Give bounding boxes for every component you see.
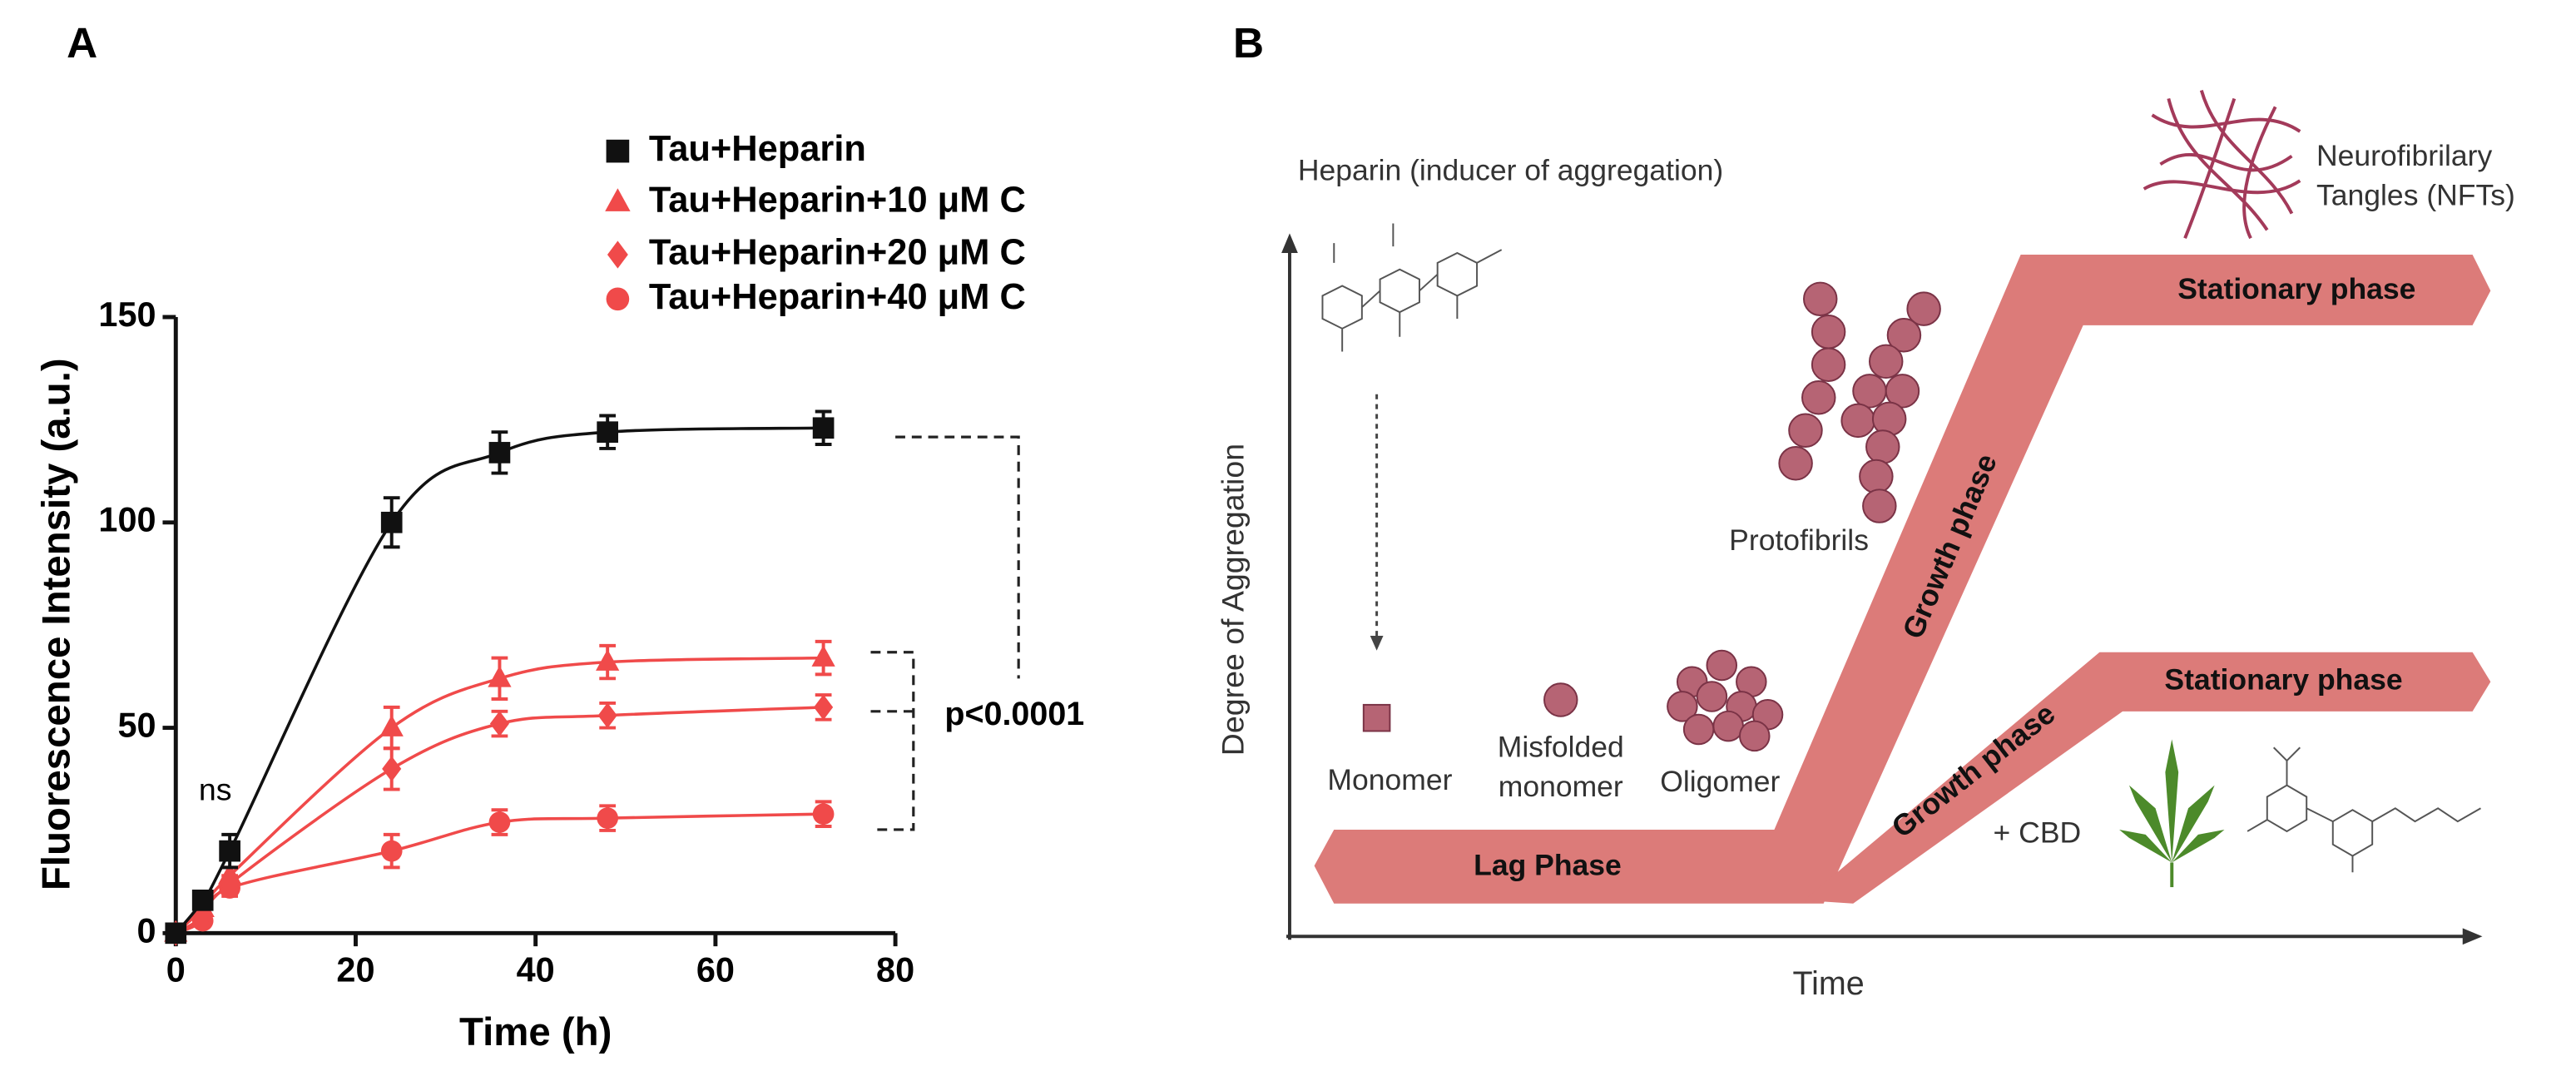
marker [488, 811, 511, 833]
x-tick-label: 20 [336, 950, 374, 989]
marker [811, 645, 835, 667]
marker [597, 807, 619, 829]
marker [812, 803, 835, 826]
marker [488, 665, 512, 687]
diagram [1281, 90, 2491, 945]
annotation: ns [199, 771, 232, 806]
arrow-head [1281, 233, 1298, 254]
diagram-label: Lag Phase [1474, 849, 1622, 882]
y-tick-label: 50 [117, 706, 156, 745]
diagram-label: Tangles (NFTs) [2316, 178, 2515, 211]
arrow-head [2462, 928, 2483, 945]
marker [812, 417, 835, 439]
diagram-label: Stationary phase [2164, 663, 2402, 697]
diagram-label: Heparin (inducer of aggregation) [1298, 154, 1723, 187]
marker [596, 649, 620, 671]
x-tick-label: 80 [876, 950, 914, 989]
annotation: p<0.0001 [944, 696, 1084, 732]
upper-band [1314, 254, 2491, 904]
marker [382, 756, 402, 782]
diagram-label: Time [1792, 965, 1864, 1002]
monomer-icon [1362, 703, 1391, 732]
marker [597, 421, 619, 444]
y-tick-label: 150 [98, 295, 156, 334]
marker [219, 840, 240, 862]
marker [489, 711, 509, 737]
protofibril-icon [1778, 281, 1941, 523]
panel-label: A [67, 19, 97, 67]
legend-marker [606, 287, 630, 311]
misfolded-icon [1543, 682, 1578, 717]
y-tick-label: 100 [98, 500, 156, 539]
diagram-label: Neurofibrilary [2316, 139, 2492, 172]
marker [191, 890, 214, 911]
marker [218, 862, 242, 885]
marker [380, 511, 403, 533]
diagram-label: + CBD [1994, 816, 2082, 849]
bracket [895, 435, 1020, 679]
marker [379, 715, 404, 736]
diagram-label: Degree of Aggregation [1216, 444, 1251, 756]
legend-label: Tau+Heparin [649, 129, 866, 169]
legend-marker [605, 188, 631, 211]
cannabis-leaf [2119, 739, 2225, 888]
marker [380, 840, 403, 862]
cbd-structure [2247, 746, 2481, 873]
diagram-label: Monomer [1327, 763, 1452, 796]
x-tick-label: 40 [517, 950, 555, 989]
legend-label: Tau+Heparin+10 μM C [649, 180, 1026, 220]
marker [597, 702, 617, 729]
bracket [870, 651, 915, 831]
marker [165, 922, 187, 945]
x-tick-label: 60 [696, 950, 735, 989]
diagram-label: Misfolded [1498, 731, 1624, 764]
y-tick-label: 0 [137, 910, 156, 950]
x-axis-title: Time (h) [459, 1010, 612, 1054]
diagram-label: Oligomer [1660, 765, 1780, 798]
arrow-head [1370, 636, 1384, 651]
x-tick-label: 0 [166, 950, 186, 989]
legend-label: Tau+Heparin+40 μM C [649, 277, 1026, 317]
marker [488, 442, 511, 464]
legend-marker [607, 240, 628, 269]
diagram-label: Protofibrils [1729, 523, 1869, 557]
y-axis-title: Fluorescence Intensity (a.u.) [35, 358, 79, 890]
lower-band [1803, 652, 2491, 904]
legend-label: Tau+Heparin+20 μM C [649, 232, 1026, 272]
nft-icon [2143, 90, 2301, 240]
diagram-label: monomer [1499, 770, 1623, 803]
marker [814, 694, 834, 721]
panel-label: B [1233, 19, 1264, 67]
heparin-structure [1321, 223, 1503, 352]
diagram-label: Stationary phase [2177, 272, 2415, 305]
oligomer-icon [1667, 649, 1784, 752]
legend-marker [606, 139, 630, 163]
